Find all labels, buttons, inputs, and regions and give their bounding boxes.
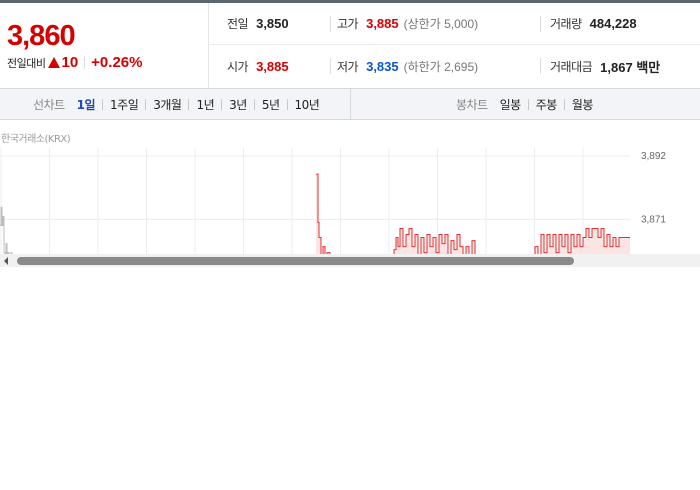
info-row-2: 시가 3,885 저가 3,835 (하한가 2,695) 거래대금 1,867… bbox=[210, 45, 700, 88]
high-cell: 고가 3,885 (상한가 5,000) bbox=[337, 3, 478, 44]
price-summary: 3,860 전일대비 10 +0.26% bbox=[0, 3, 209, 88]
tab-divider bbox=[188, 98, 190, 110]
line-chart-tabs: 선차트 1일 1주일 3개월 1년 3년 5년 10년 bbox=[0, 89, 351, 119]
open-cell: 시가 3,885 bbox=[227, 45, 289, 88]
tab-10year[interactable]: 10년 bbox=[294, 97, 320, 112]
tab-divider bbox=[527, 98, 529, 110]
open-value: 3,885 bbox=[256, 59, 289, 74]
volume-cell: 거래량 484,228 bbox=[550, 3, 637, 44]
y-tick-label: 3,892 bbox=[641, 151, 666, 162]
tab-divider bbox=[253, 98, 255, 110]
tab-divider bbox=[221, 98, 223, 110]
tab-1week[interactable]: 1주일 bbox=[110, 97, 139, 112]
low-value: 3,835 bbox=[366, 59, 399, 74]
lower-limit: (하한가 2,695) bbox=[403, 60, 479, 74]
chart-scrollbar[interactable] bbox=[0, 254, 700, 267]
high-label: 고가 bbox=[337, 17, 359, 31]
change-divider bbox=[84, 56, 86, 69]
y-tick-label: 3,871 bbox=[641, 214, 666, 225]
up-triangle-icon bbox=[48, 57, 61, 68]
low-label: 저가 bbox=[337, 60, 359, 74]
series bbox=[0, 173, 630, 254]
prev-close-label: 전일 bbox=[227, 17, 249, 31]
tab-3year[interactable]: 3년 bbox=[229, 97, 247, 112]
volume-label: 거래량 bbox=[550, 17, 582, 31]
amount-value: 1,867 백만 bbox=[600, 60, 661, 75]
change-label: 전일대비 bbox=[7, 56, 46, 70]
high-value: 3,885 bbox=[366, 16, 399, 31]
divider bbox=[540, 58, 541, 74]
low-cell: 저가 3,835 (하한가 2,695) bbox=[337, 45, 478, 88]
current-price: 3,860 bbox=[7, 20, 76, 52]
price-line bbox=[316, 173, 630, 254]
amount-label: 거래대금 bbox=[550, 60, 593, 74]
tab-divider bbox=[102, 98, 104, 110]
tab-monthly-candle[interactable]: 월봉 bbox=[571, 97, 594, 112]
prev-close-cell: 전일 3,850 bbox=[227, 3, 289, 44]
chart-tab-bar: 선차트 1일 1주일 3개월 1년 3년 5년 10년 봉차트 일봉 주봉 월봉 bbox=[0, 88, 700, 120]
tab-divider bbox=[145, 98, 147, 110]
price-change-row: 전일대비 10 +0.26% bbox=[7, 54, 142, 71]
amount-cell: 거래대금 1,867 백만 bbox=[550, 45, 660, 88]
tab-divider bbox=[563, 98, 565, 110]
tab-1year[interactable]: 1년 bbox=[196, 97, 215, 112]
change-value: 10 bbox=[61, 54, 79, 71]
candle-chart-label: 봉차트 bbox=[456, 97, 488, 112]
top-border bbox=[0, 0, 700, 3]
pre-market-line bbox=[0, 206, 13, 254]
tab-5year[interactable]: 5년 bbox=[261, 97, 280, 112]
tab-daily-candle[interactable]: 일봉 bbox=[499, 97, 522, 112]
open-label: 시가 bbox=[227, 60, 249, 74]
prev-close-value: 3,850 bbox=[256, 16, 289, 31]
divider bbox=[330, 58, 331, 74]
upper-limit: (상한가 5,000) bbox=[403, 17, 479, 31]
scroll-left-icon[interactable] bbox=[4, 257, 8, 265]
volume-value: 484,228 bbox=[589, 16, 637, 31]
info-row-1: 전일 3,850 고가 3,885 (상한가 5,000) 거래량 484,22… bbox=[210, 3, 700, 45]
series-area-fill bbox=[316, 174, 630, 254]
tab-1day[interactable]: 1일 bbox=[76, 97, 96, 112]
line-chart-label: 선차트 bbox=[33, 97, 65, 112]
candle-chart-tabs: 봉차트 일봉 주봉 월봉 bbox=[456, 89, 593, 119]
divider bbox=[540, 16, 541, 32]
scrollbar-thumb[interactable] bbox=[17, 257, 574, 265]
change-rate: +0.26% bbox=[91, 54, 143, 71]
grid bbox=[0, 148, 630, 254]
tab-3month[interactable]: 3개월 bbox=[153, 97, 182, 112]
price-info-grid: 전일 3,850 고가 3,885 (상한가 5,000) 거래량 484,22… bbox=[210, 3, 700, 88]
tab-weekly-candle[interactable]: 주봉 bbox=[535, 97, 558, 112]
tab-divider bbox=[286, 98, 288, 110]
divider bbox=[330, 16, 331, 32]
data-source: 한국거래소(KRX) bbox=[1, 134, 71, 145]
